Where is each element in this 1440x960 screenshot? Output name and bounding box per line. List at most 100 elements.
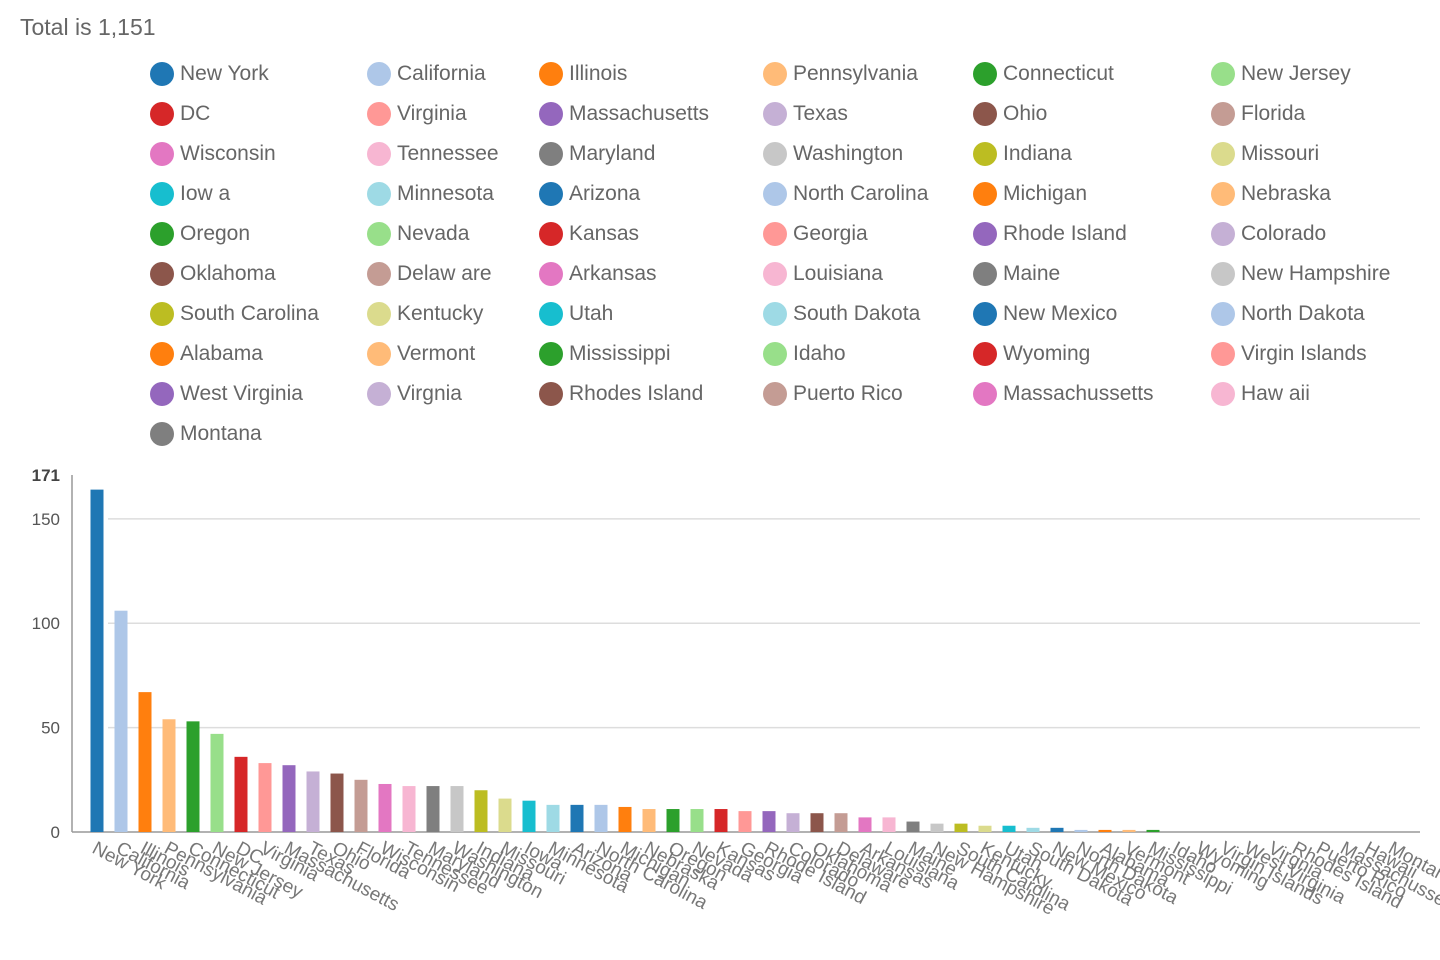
bar[interactable] (906, 821, 920, 832)
legend-item[interactable]: Alabama (150, 342, 263, 366)
legend-item[interactable]: Rhodes Island (539, 382, 703, 406)
legend-item[interactable]: Missouri (1211, 142, 1319, 166)
bar[interactable] (954, 823, 968, 832)
bar[interactable] (810, 813, 824, 832)
legend-item[interactable]: Arizona (539, 182, 640, 206)
bar[interactable] (618, 806, 632, 832)
legend-item[interactable]: Kansas (539, 222, 639, 246)
legend-item[interactable]: New York (150, 62, 269, 86)
bar[interactable] (546, 804, 560, 832)
bar[interactable] (642, 809, 656, 832)
bar[interactable] (210, 733, 224, 832)
bar[interactable] (570, 804, 584, 832)
bar[interactable] (90, 489, 104, 832)
legend-item[interactable]: Massachussetts (973, 382, 1154, 406)
legend-item[interactable]: Kentucky (367, 302, 483, 326)
bar[interactable] (786, 813, 800, 832)
bar[interactable] (282, 765, 296, 832)
legend-item[interactable]: New Mexico (973, 302, 1117, 326)
bar[interactable] (1002, 825, 1016, 832)
bar[interactable] (402, 786, 416, 832)
bar[interactable] (474, 790, 488, 832)
bar[interactable] (594, 804, 608, 832)
legend-item[interactable]: Pennsylvania (763, 62, 918, 86)
bar[interactable] (978, 825, 992, 832)
bar[interactable] (714, 809, 728, 832)
legend-item[interactable]: Mississippi (539, 342, 671, 366)
legend-item[interactable]: Florida (1211, 102, 1305, 126)
legend-item[interactable]: South Carolina (150, 302, 319, 326)
bar[interactable] (1122, 829, 1136, 832)
bar[interactable] (378, 783, 392, 832)
legend-item[interactable]: California (367, 62, 486, 86)
bar[interactable] (1074, 829, 1088, 832)
bar[interactable] (114, 610, 128, 832)
bar[interactable] (1026, 827, 1040, 832)
legend-item[interactable]: Delaw are (367, 262, 492, 286)
legend-item[interactable]: Wyoming (973, 342, 1090, 366)
legend-item[interactable]: West Virginia (150, 382, 303, 406)
legend-item[interactable]: Colorado (1211, 222, 1326, 246)
bar[interactable] (330, 773, 344, 832)
bar[interactable] (498, 798, 512, 832)
legend-item[interactable]: Virginia (367, 102, 467, 126)
legend-item[interactable]: DC (150, 102, 210, 126)
legend-item[interactable]: Virgin Islands (1211, 342, 1367, 366)
legend-item[interactable]: Arkansas (539, 262, 657, 286)
bar[interactable] (1098, 829, 1112, 832)
legend-item[interactable]: Illinois (539, 62, 627, 86)
bar[interactable] (930, 823, 944, 832)
bar[interactable] (834, 813, 848, 832)
bar[interactable] (162, 719, 176, 832)
legend-item[interactable]: North Dakota (1211, 302, 1365, 326)
legend-item[interactable]: New Hampshire (1211, 262, 1390, 286)
legend-item[interactable]: North Carolina (763, 182, 928, 206)
bar[interactable] (858, 817, 872, 832)
bar[interactable] (690, 809, 704, 832)
bar[interactable] (882, 817, 896, 832)
legend-item[interactable]: Nevada (367, 222, 469, 246)
legend-item[interactable]: Utah (539, 302, 613, 326)
bar[interactable] (666, 809, 680, 832)
legend-item[interactable]: Puerto Rico (763, 382, 903, 406)
bar[interactable] (138, 692, 152, 832)
legend-item[interactable]: Idaho (763, 342, 846, 366)
legend-item[interactable]: South Dakota (763, 302, 920, 326)
bar[interactable] (306, 771, 320, 832)
legend-item[interactable]: Connecticut (973, 62, 1114, 86)
legend-item[interactable]: Vermont (367, 342, 475, 366)
bar[interactable] (426, 786, 440, 832)
legend-item[interactable]: Virgnia (367, 382, 462, 406)
legend-item[interactable]: Michigan (973, 182, 1087, 206)
bar[interactable] (234, 756, 248, 832)
legend-item[interactable]: Oklahoma (150, 262, 276, 286)
legend-item[interactable]: Iow a (150, 182, 230, 206)
legend-item[interactable]: Washington (763, 142, 903, 166)
bar[interactable] (258, 763, 272, 832)
legend-item[interactable]: Minnesota (367, 182, 494, 206)
legend-item[interactable]: Georgia (763, 222, 868, 246)
bar[interactable] (1146, 829, 1160, 832)
bar[interactable] (762, 811, 776, 832)
legend-item[interactable]: Oregon (150, 222, 250, 246)
bar[interactable] (738, 811, 752, 832)
legend-item[interactable]: Wisconsin (150, 142, 276, 166)
bar[interactable] (450, 786, 464, 832)
legend-item[interactable]: Massachusetts (539, 102, 709, 126)
legend-item[interactable]: Maryland (539, 142, 655, 166)
legend-item[interactable]: Louisiana (763, 262, 883, 286)
legend-item[interactable]: Ohio (973, 102, 1047, 126)
legend-item[interactable]: Maine (973, 262, 1060, 286)
legend-item[interactable]: Nebraska (1211, 182, 1331, 206)
bar[interactable] (186, 721, 200, 832)
legend-item[interactable]: Texas (763, 102, 848, 126)
legend-item[interactable]: Montana (150, 422, 262, 446)
legend-item[interactable]: Haw aii (1211, 382, 1310, 406)
bar[interactable] (522, 800, 536, 832)
legend-item[interactable]: New Jersey (1211, 62, 1351, 86)
bar[interactable] (354, 779, 368, 832)
legend-item[interactable]: Rhode Island (973, 222, 1127, 246)
bar[interactable] (1050, 827, 1064, 832)
legend-item[interactable]: Indiana (973, 142, 1072, 166)
legend-item[interactable]: Tennessee (367, 142, 499, 166)
